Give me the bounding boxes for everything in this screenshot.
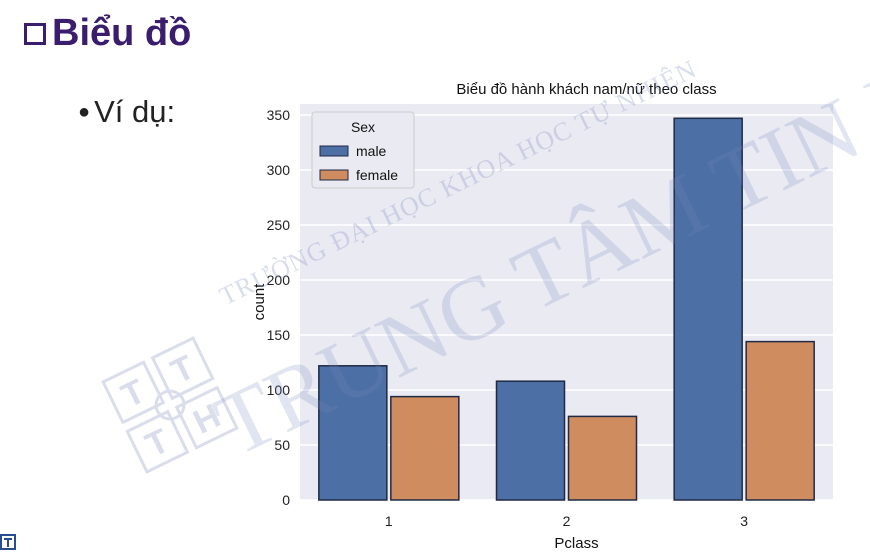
- legend-box: [311, 111, 415, 189]
- slide-title: Biểu đồ: [24, 12, 191, 55]
- y-axis-label: count: [251, 283, 268, 321]
- y-tick-label: 250: [267, 217, 291, 233]
- bar-female: [390, 395, 460, 501]
- example-bullet: ● Ví dụ:: [78, 94, 175, 130]
- slide-title-text: Biểu đồ: [52, 12, 192, 54]
- y-tick-label: 150: [267, 327, 291, 343]
- legend-swatch-male: [319, 145, 349, 157]
- footer-logo-icon: [0, 534, 16, 550]
- legend-title: Sex: [351, 119, 375, 135]
- y-tick-label: 50: [274, 437, 290, 453]
- bar-male: [673, 117, 743, 501]
- bar-female: [567, 415, 638, 501]
- y-tick-label: 200: [267, 272, 291, 288]
- bullet-dot-icon: ●: [78, 100, 91, 123]
- x-tick-label: 2: [563, 513, 571, 529]
- x-tick-label: 1: [385, 513, 393, 529]
- legend-label-female: female: [356, 167, 398, 183]
- x-tick-label: 3: [740, 513, 748, 529]
- legend-label-male: male: [356, 143, 387, 159]
- legend-swatch-female: [319, 169, 349, 181]
- bar-female: [745, 340, 815, 501]
- bar-male: [495, 380, 566, 501]
- example-label: Ví dụ:: [94, 94, 176, 129]
- square-bullet-icon: [24, 22, 46, 45]
- y-tick-label: 100: [267, 382, 291, 398]
- y-tick-label: 300: [267, 162, 291, 178]
- bar-male: [318, 365, 388, 501]
- x-axis-label: Pclass: [554, 535, 598, 552]
- y-tick-label: 0: [282, 492, 290, 508]
- chart-title: Biểu đồ hành khách nam/nữ theo class: [456, 81, 716, 98]
- y-tick-label: 350: [267, 107, 291, 123]
